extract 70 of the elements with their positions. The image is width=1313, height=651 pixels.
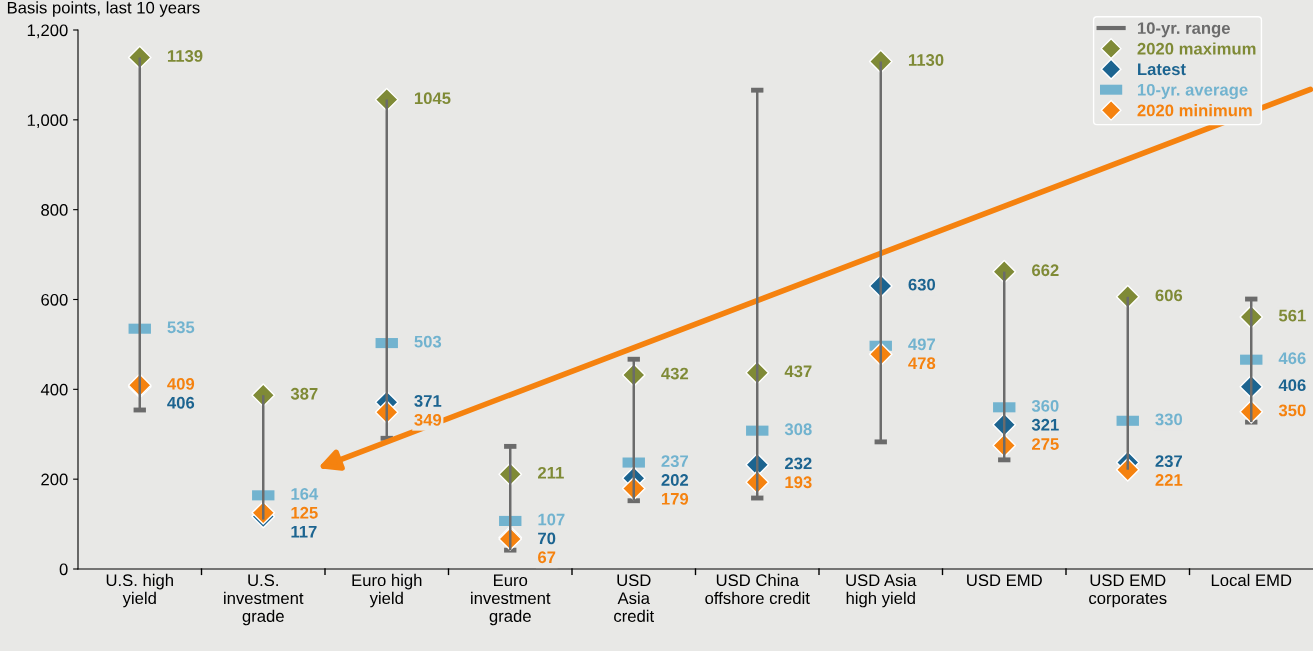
x-tick-label: USD EMD xyxy=(967,574,1042,587)
data-label: 497 xyxy=(908,338,935,351)
y-tick-label: 400 xyxy=(40,383,68,396)
data-label: 371 xyxy=(414,395,442,407)
data-label: 125 xyxy=(291,506,318,519)
data-label: 321 xyxy=(1031,418,1059,431)
legend-label: Latest xyxy=(1138,63,1186,76)
point xyxy=(1115,457,1140,482)
data-label: 232 xyxy=(785,457,812,470)
data-label: 437 xyxy=(784,365,812,378)
y-tick-label: 600 xyxy=(41,293,68,306)
point xyxy=(127,45,152,70)
y-axis-title: Basis points, last 10 years xyxy=(7,1,200,17)
data-label: 1139 xyxy=(167,50,203,62)
point xyxy=(868,49,893,74)
data-label: 360 xyxy=(1031,399,1059,412)
legend-label: 2020 minimum xyxy=(1137,104,1252,117)
data-label: 211 xyxy=(538,466,564,479)
data-label: 606 xyxy=(1155,289,1183,302)
data-label: 117 xyxy=(291,525,317,538)
legend-label: 10-yr. range xyxy=(1137,22,1230,38)
data-label: 67 xyxy=(538,551,556,564)
x-tick-label: U.S. high yield xyxy=(106,573,173,608)
data-label: 275 xyxy=(1032,438,1059,450)
point xyxy=(374,87,399,112)
data-label: 70 xyxy=(538,532,556,545)
data-label: 349 xyxy=(414,413,442,426)
data-label: 662 xyxy=(1032,264,1059,277)
y-tick-label: 200 xyxy=(41,473,68,486)
x-tick-label: Local EMD xyxy=(1211,573,1292,587)
data-label: 237 xyxy=(661,455,688,468)
data-label: 406 xyxy=(167,396,195,409)
data-label: 630 xyxy=(908,278,936,291)
data-label: 432 xyxy=(661,367,689,380)
y-tick-label: 800 xyxy=(41,204,68,216)
data-label: 1130 xyxy=(908,54,944,66)
data-label: 561 xyxy=(1278,309,1306,322)
x-tick-label: USD EMD corporates xyxy=(1089,574,1167,608)
data-label: 202 xyxy=(661,474,689,486)
data-label: 308 xyxy=(784,423,812,436)
y-tick-label: 1,200 xyxy=(27,24,68,39)
data-label: 107 xyxy=(538,513,565,526)
data-label: 221 xyxy=(1155,474,1183,486)
x-tick-label: USD China offshore credit xyxy=(705,573,810,605)
x-tick-label: Euro high yield xyxy=(352,573,422,608)
data-label: 387 xyxy=(290,387,318,400)
x-tick-label: USD Asia high yield xyxy=(846,573,917,608)
data-label: 179 xyxy=(661,492,689,505)
legend-label: 10-yr. average xyxy=(1137,83,1248,100)
point xyxy=(1115,284,1140,309)
data-label: 193 xyxy=(785,476,812,489)
point xyxy=(992,259,1017,284)
data-label: 503 xyxy=(414,335,442,348)
data-label: 350 xyxy=(1278,404,1306,417)
x-tick-label: USD Asia credit xyxy=(614,574,655,623)
data-label: 237 xyxy=(1155,455,1182,468)
data-label: 478 xyxy=(908,357,936,370)
x-tick-label: Euro investment grade xyxy=(471,574,551,626)
data-label: 535 xyxy=(167,321,195,334)
y-tick-label: 1,000 xyxy=(27,114,68,129)
data-label: 330 xyxy=(1155,413,1183,426)
data-label: 466 xyxy=(1278,352,1306,365)
x-tick-label: U.S. investment grade xyxy=(224,574,304,626)
data-label: 1045 xyxy=(414,92,451,105)
data-label: 406 xyxy=(1278,379,1306,392)
y-tick-label: 0 xyxy=(59,563,68,576)
data-label: 409 xyxy=(167,377,195,390)
legend-label: 2020 maximum xyxy=(1137,42,1256,55)
point xyxy=(251,383,276,408)
data-label: 164 xyxy=(291,488,319,500)
